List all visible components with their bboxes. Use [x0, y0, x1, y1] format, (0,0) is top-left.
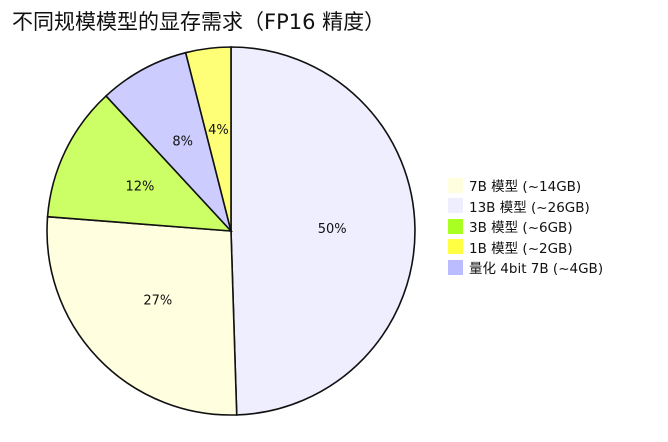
- legend-item: 13B 模型 (~26GB): [448, 196, 603, 217]
- slice-value-label: 50%: [318, 222, 347, 237]
- pie-slice: [46, 215, 238, 416]
- legend-label: 量化 4bit 7B (~4GB): [469, 261, 604, 278]
- pie-slice: [104, 51, 232, 232]
- pie-slice: [230, 46, 416, 416]
- legend: 7B 模型 (~14GB) 13B 模型 (~26GB) 3B 模型 (~6GB) 1…: [448, 175, 603, 278]
- slice-value-label: 12%: [125, 179, 154, 194]
- legend-swatch: [448, 198, 463, 214]
- legend-label: 7B 模型 (~14GB): [469, 179, 582, 196]
- legend-item: 量化 4bit 7B (~4GB): [448, 257, 603, 278]
- legend-swatch: [448, 239, 463, 255]
- legend-swatch: [448, 177, 463, 193]
- legend-item: 1B 模型 (~2GB): [448, 237, 603, 258]
- legend-label: 13B 模型 (~26GB): [469, 199, 590, 216]
- legend-swatch: [448, 259, 463, 275]
- pie-slice: [184, 46, 232, 232]
- pie-value-labels: 50% 27% 12% 8% 4%: [125, 123, 346, 308]
- legend-label: 3B 模型 (~6GB): [469, 220, 573, 237]
- legend-swatch: [448, 218, 463, 234]
- pie-slice: [46, 94, 233, 232]
- pie-slices: [46, 46, 416, 416]
- slice-value-label: 27%: [143, 293, 172, 308]
- legend-label: 1B 模型 (~2GB): [469, 240, 573, 257]
- slice-value-label: 8%: [172, 135, 193, 150]
- slice-value-label: 4%: [208, 123, 229, 138]
- chart-title: 不同规模模型的显存需求（FP16 精度）: [12, 10, 386, 34]
- legend-item: 3B 模型 (~6GB): [448, 216, 603, 237]
- legend-item: 7B 模型 (~14GB): [448, 175, 603, 196]
